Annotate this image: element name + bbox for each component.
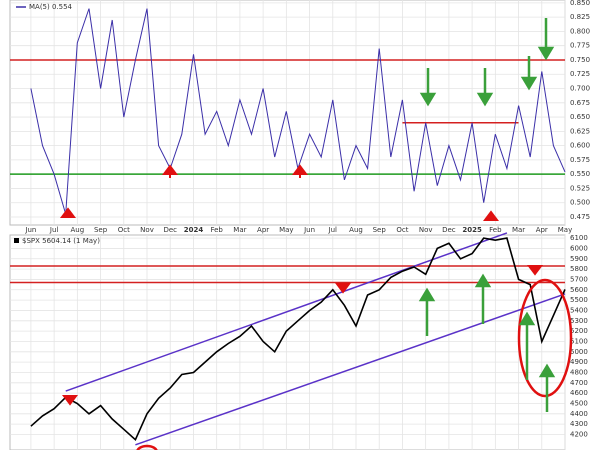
y-tick-label: 0.500	[570, 199, 590, 207]
y-tick-label: 5400	[570, 306, 588, 314]
green-arrow	[419, 68, 437, 107]
x-tick-label: Oct	[396, 226, 408, 234]
y-tick-label: 0.775	[570, 42, 590, 50]
y-tick-label: 4800	[570, 368, 588, 376]
y-tick-label: 4900	[570, 358, 588, 366]
x-tick-label: Jun	[24, 226, 36, 234]
green-arrow	[418, 287, 436, 336]
red-arrow	[162, 164, 178, 178]
x-tick-label: Mar	[233, 226, 246, 234]
x-tick-label: Nov	[140, 226, 154, 234]
x-tick-label: Feb	[210, 226, 223, 234]
green-arrow	[538, 363, 556, 412]
y-tick-label: 5300	[570, 317, 588, 325]
x-tick-label: Apr	[257, 226, 269, 234]
x-tick-label: Aug	[349, 226, 363, 234]
green-arrow	[537, 18, 555, 61]
legend-swatch	[14, 238, 19, 243]
channel-line	[65, 232, 508, 392]
red-arrow	[483, 210, 499, 221]
y-tick-label: 0.625	[570, 127, 590, 135]
green-arrow	[476, 68, 494, 107]
y-tick-label: 4600	[570, 389, 588, 397]
x-tick-label: Mar	[512, 226, 525, 234]
y-tick-label: 0.475	[570, 213, 590, 221]
y-tick-label: 0.575	[570, 156, 590, 164]
y-tick-label: 5700	[570, 275, 588, 283]
data-line	[30, 237, 566, 442]
x-tick-label: Dec	[163, 226, 177, 234]
legend-label: $SPX 5604.14 (1 May)	[22, 237, 100, 245]
y-tick-label: 5600	[570, 286, 588, 294]
x-tick-label: Apr	[536, 226, 548, 234]
x-tick-label: Nov	[419, 226, 433, 234]
y-tick-label: 0.650	[570, 113, 590, 121]
x-tick-label: Oct	[118, 226, 130, 234]
x-tick-label: Sep	[373, 226, 387, 234]
red-arrow	[62, 395, 78, 406]
y-tick-label: 0.725	[570, 70, 590, 78]
x-tick-label: 2024	[184, 226, 204, 234]
y-tick-label: 6100	[570, 234, 588, 242]
x-tick-label: Jul	[328, 226, 338, 234]
x-tick-label: Jul	[49, 226, 59, 234]
red-arrow	[527, 265, 543, 276]
y-tick-label: 4300	[570, 420, 588, 428]
y-tick-label: 4400	[570, 410, 588, 418]
arrows	[60, 18, 556, 412]
x-tick-label: Jun	[303, 226, 315, 234]
y-tick-label: 0.600	[570, 142, 590, 150]
x-tick-label: May	[279, 226, 293, 234]
x-tick-label: Feb	[489, 226, 502, 234]
y-tick-label: 5100	[570, 337, 588, 345]
green-arrow	[518, 311, 536, 380]
y-tick-label: 0.525	[570, 184, 590, 192]
x-tick-label: 2025	[462, 226, 482, 234]
y-tick-label: 0.800	[570, 27, 590, 35]
y-tick-label: 4500	[570, 399, 588, 407]
y-tick-label: 5500	[570, 296, 588, 304]
green-arrow	[520, 56, 538, 91]
y-tick-label: 0.825	[570, 13, 590, 21]
y-tick-label: 4200	[570, 430, 588, 438]
x-tick-label: Sep	[94, 226, 108, 234]
red-arrow	[335, 283, 351, 294]
x-tick-label: Aug	[71, 226, 85, 234]
red-arrow	[292, 164, 308, 178]
y-tick-label: 0.675	[570, 99, 590, 107]
y-tick-label: 0.750	[570, 56, 590, 64]
y-tick-label: 6000	[570, 244, 588, 252]
y-tick-label: 5900	[570, 255, 588, 263]
red-arrow	[60, 207, 76, 218]
channel-line	[135, 293, 566, 446]
legend-label: MA(5) 0.554	[29, 3, 73, 11]
y-tick-label: 0.850	[570, 0, 590, 7]
green-arrow	[474, 273, 492, 324]
x-tick-label: Dec	[442, 226, 456, 234]
bottom-panel	[9, 234, 566, 451]
y-tick-label: 0.550	[570, 170, 590, 178]
y-tick-label: 5800	[570, 265, 588, 273]
y-tick-label: 4700	[570, 379, 588, 387]
y-tick-label: 5000	[570, 348, 588, 356]
y-tick-label: 5200	[570, 327, 588, 335]
y-tick-label: 0.700	[570, 85, 590, 93]
x-tick-label: May	[558, 226, 572, 234]
highlight-ellipse	[517, 278, 573, 398]
